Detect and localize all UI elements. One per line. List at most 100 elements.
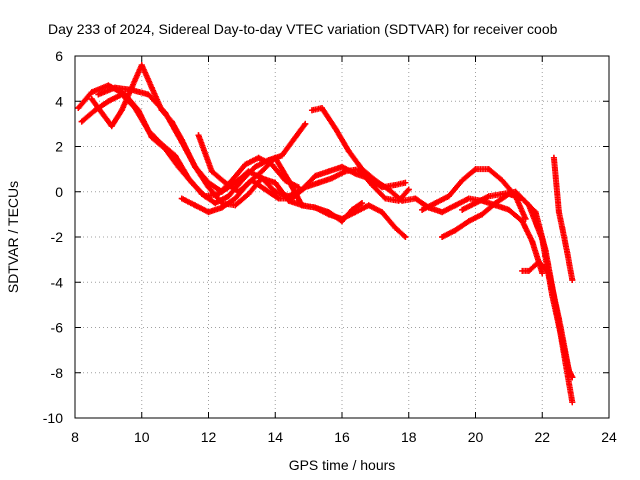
- data-point: [559, 224, 566, 231]
- data-point: [205, 179, 212, 186]
- data-point: [218, 188, 225, 195]
- chart-title: Day 233 of 2024, Sidereal Day-to-day VTE…: [48, 21, 558, 37]
- data-point: [535, 258, 542, 265]
- axis-ticks: [74, 55, 610, 419]
- data-point: [88, 89, 95, 96]
- data-point: [555, 209, 562, 216]
- data-point: [419, 206, 426, 213]
- data-point: [158, 141, 165, 148]
- y-tick-label: -8: [51, 365, 64, 381]
- data-point: [132, 105, 139, 112]
- data-point: [485, 193, 492, 200]
- data-point: [192, 163, 199, 170]
- data-point: [525, 267, 532, 274]
- data-point: [192, 202, 199, 209]
- data-point: [128, 86, 135, 93]
- data-point: [172, 152, 179, 159]
- data-point: [505, 206, 512, 213]
- data-point: [569, 374, 576, 381]
- data-point: [315, 179, 322, 186]
- data-point: [525, 202, 532, 209]
- x-tick-label: 12: [201, 429, 217, 445]
- data-point: [285, 177, 292, 184]
- data-point: [385, 186, 392, 193]
- data-point: [272, 154, 279, 161]
- data-point: [565, 367, 572, 374]
- data-point: [529, 238, 536, 245]
- data-point: [252, 163, 259, 170]
- data-point: [332, 125, 339, 132]
- data-point: [452, 227, 459, 234]
- x-tick-label: 20: [468, 429, 484, 445]
- data-point: [465, 218, 472, 225]
- data-point: [138, 62, 145, 69]
- data-point: [278, 152, 285, 159]
- data-point: [439, 209, 446, 216]
- data-point: [178, 195, 185, 202]
- data-point: [198, 191, 205, 198]
- data-point: [472, 200, 479, 207]
- x-tick-label: 24: [601, 429, 617, 445]
- data-point: [105, 98, 112, 105]
- data-point: [262, 186, 269, 193]
- data-point: [349, 206, 356, 213]
- data-point: [185, 175, 192, 182]
- data-point: [78, 118, 85, 125]
- data-point: [75, 105, 82, 112]
- data-point: [112, 84, 119, 91]
- series-track-6: [195, 132, 412, 204]
- data-point: [232, 179, 239, 186]
- data-point: [208, 168, 215, 175]
- data-point: [312, 204, 319, 211]
- data-point: [308, 107, 315, 114]
- data-point: [512, 188, 519, 195]
- data-point: [412, 195, 419, 202]
- data-point: [258, 175, 265, 182]
- data-point: [275, 195, 282, 202]
- data-point: [382, 195, 389, 202]
- data-point: [245, 191, 252, 198]
- data-point: [545, 270, 552, 277]
- data-point: [569, 399, 576, 406]
- data-point: [372, 177, 379, 184]
- data-point: [365, 202, 372, 209]
- y-tick-label: 6: [55, 48, 63, 64]
- y-tick-label: -10: [43, 410, 63, 426]
- data-point: [205, 209, 212, 216]
- data-point: [485, 166, 492, 173]
- data-point: [539, 236, 546, 243]
- y-tick-label: 2: [55, 139, 63, 155]
- data-point: [492, 200, 499, 207]
- data-point: [248, 177, 255, 184]
- x-tick-label: 18: [401, 429, 417, 445]
- y-tick-labels: -10 -8 -6 -4 -2 0 2 4 6: [43, 48, 63, 426]
- data-point: [318, 105, 325, 112]
- data-point: [459, 206, 466, 213]
- data-point: [98, 109, 105, 116]
- data-point: [242, 161, 249, 168]
- data-point: [452, 202, 459, 209]
- data-point: [439, 234, 446, 240]
- data-point: [479, 211, 486, 218]
- data-point: [258, 168, 265, 175]
- series-track-12: [550, 154, 576, 283]
- data-point: [232, 202, 239, 209]
- series-track-11: [519, 258, 576, 381]
- y-tick-label: -4: [51, 274, 64, 290]
- data-point: [95, 91, 102, 98]
- data-point: [402, 179, 409, 186]
- data-point: [539, 270, 546, 277]
- data-point: [569, 276, 576, 283]
- data-point: [212, 200, 219, 207]
- x-tick-label: 22: [534, 429, 550, 445]
- data-point: [550, 154, 557, 161]
- data-point: [148, 84, 155, 91]
- x-tick-label: 16: [334, 429, 350, 445]
- data-point: [245, 168, 252, 175]
- data-point: [178, 138, 185, 145]
- data-point: [328, 175, 335, 182]
- data-point: [108, 123, 115, 130]
- data-point: [292, 134, 299, 141]
- plus-markers: [550, 154, 576, 283]
